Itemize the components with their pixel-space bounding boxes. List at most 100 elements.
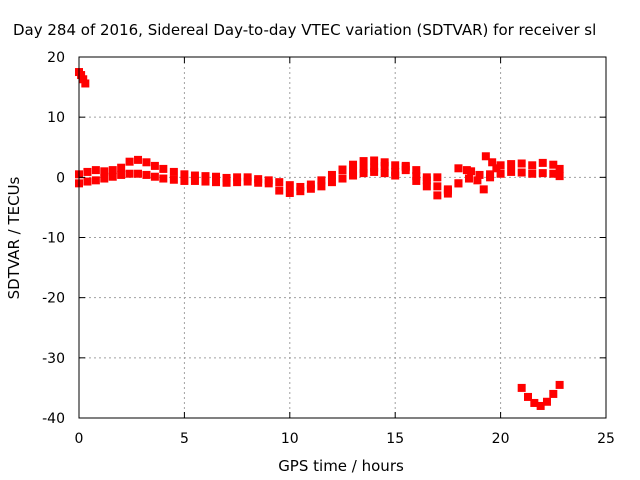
data-point [454, 164, 463, 173]
y-axis-title: SDTVAR / TECUs [5, 176, 23, 299]
x-tick-label: 0 [75, 431, 84, 447]
data-point [530, 398, 539, 407]
data-point [412, 172, 421, 181]
data-point [233, 173, 242, 182]
data-point [380, 161, 389, 170]
data-point [538, 169, 547, 178]
data-point [100, 174, 109, 183]
data-point [134, 169, 143, 178]
data-point [517, 383, 526, 392]
data-point [467, 167, 476, 176]
data-point [370, 156, 379, 165]
data-point [317, 182, 326, 191]
data-point [243, 177, 252, 186]
data-points [75, 68, 564, 410]
data-point [81, 79, 90, 88]
data-point [117, 170, 126, 179]
x-tick-label: 5 [180, 431, 189, 447]
data-point [481, 152, 490, 161]
data-point [317, 176, 326, 185]
data-point [475, 170, 484, 179]
y-tick-label: -20 [42, 291, 65, 307]
data-point [306, 184, 315, 193]
data-point [83, 167, 92, 176]
data-point [422, 182, 431, 191]
data-point [159, 174, 168, 183]
data-point [359, 169, 368, 178]
plot-frame [78, 56, 607, 419]
data-point [327, 170, 336, 179]
y-tick-label: 10 [47, 110, 65, 126]
data-point [243, 173, 252, 182]
data-point [275, 178, 284, 187]
data-point [496, 161, 505, 170]
data-point [542, 397, 551, 406]
data-point [190, 176, 199, 185]
data-point [524, 392, 533, 401]
data-point [555, 380, 564, 389]
data-point [296, 187, 305, 196]
x-tick-label: 25 [597, 431, 615, 447]
data-point [349, 167, 358, 176]
data-point [212, 172, 221, 181]
data-point [359, 164, 368, 173]
data-point [462, 166, 471, 175]
data-point [285, 181, 294, 190]
data-point [327, 178, 336, 187]
data-point [306, 180, 315, 189]
data-point [108, 166, 117, 175]
data-point [412, 166, 421, 175]
data-point [169, 167, 178, 176]
data-point [201, 177, 210, 186]
data-point [370, 163, 379, 172]
data-point [150, 172, 159, 181]
data-point [254, 178, 263, 187]
data-point [549, 169, 558, 178]
data-point [433, 191, 442, 200]
data-point [391, 161, 400, 170]
data-point [83, 177, 92, 186]
data-point [142, 170, 151, 179]
data-point [79, 75, 88, 84]
data-point [391, 171, 400, 180]
data-point [338, 174, 347, 183]
data-point [492, 164, 501, 173]
data-point [125, 169, 134, 178]
data-point [159, 164, 168, 173]
data-point [370, 167, 379, 176]
data-point [222, 173, 231, 182]
data-point [536, 401, 545, 410]
data-point [212, 178, 221, 187]
data-point [473, 176, 482, 185]
y-tick-label: 0 [56, 170, 65, 186]
data-point [454, 179, 463, 188]
data-point [100, 167, 109, 176]
data-point [117, 163, 126, 172]
data-point [264, 179, 273, 188]
y-tick-label: -30 [42, 351, 65, 367]
data-point [150, 161, 159, 170]
data-point [412, 176, 421, 185]
data-point [180, 176, 189, 185]
data-point [555, 164, 564, 173]
data-point [555, 172, 564, 181]
x-tick-label: 15 [386, 431, 404, 447]
data-point [549, 389, 558, 398]
y-tick-label: 20 [47, 50, 65, 66]
data-point [201, 172, 210, 181]
data-point [134, 155, 143, 164]
data-point [349, 160, 358, 169]
data-point [443, 186, 452, 195]
data-point [549, 160, 558, 169]
data-point [528, 161, 537, 170]
data-point [233, 178, 242, 187]
grid [79, 57, 606, 418]
data-point [433, 173, 442, 182]
data-point [517, 159, 526, 168]
data-point [180, 170, 189, 179]
data-point [285, 188, 294, 197]
y-tick-label: -40 [42, 411, 65, 427]
x-tick-label: 10 [281, 431, 299, 447]
